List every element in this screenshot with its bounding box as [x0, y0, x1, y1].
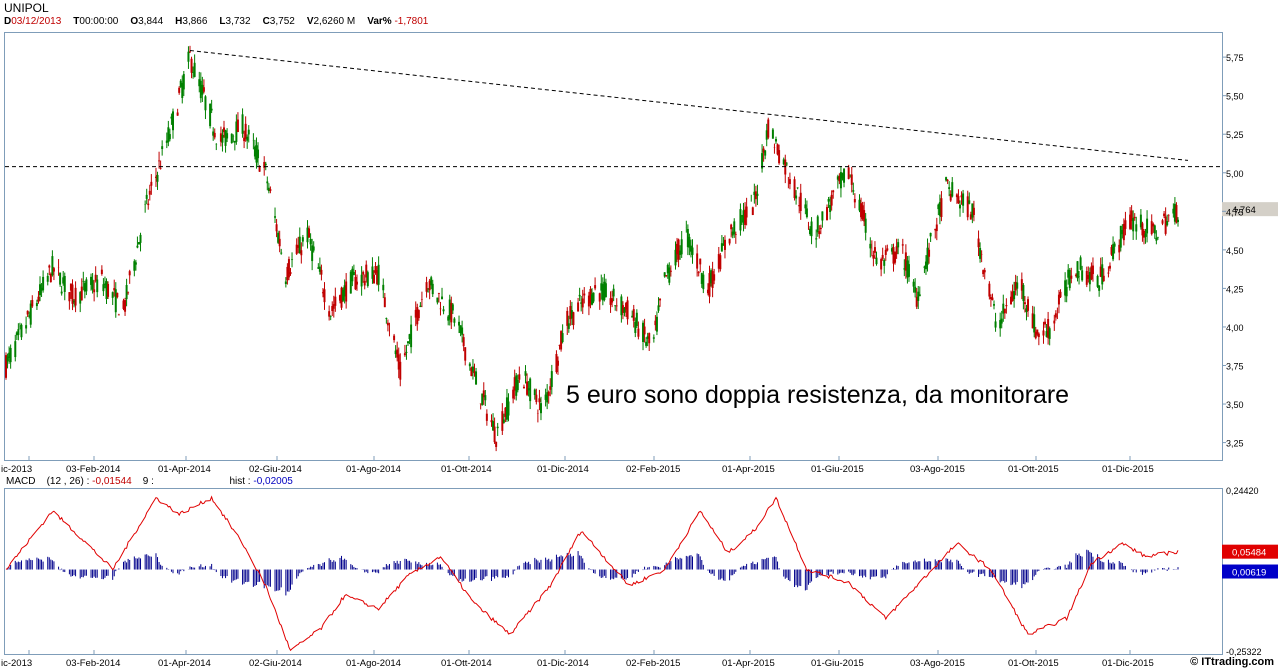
- last-price-badge: [1222, 202, 1278, 217]
- x-tick-label: 01-Ott-2014: [441, 464, 492, 475]
- x-tick-label: 03-Ago-2015: [910, 658, 965, 668]
- x-tick-label: 02-Giu-2014: [249, 464, 302, 475]
- x-tick-label: 01-Apr-2015: [722, 464, 775, 475]
- x-tick-label: 01-Dic-2014: [537, 658, 589, 668]
- chart-annotation: 5 euro sono doppia resistenza, da monito…: [566, 381, 1069, 409]
- macd-axis-top: 0,24420: [1226, 486, 1259, 496]
- x-tick-label: 03-Feb-2014: [66, 464, 120, 475]
- volume-readout: V2,6260 M: [306, 16, 356, 27]
- macd-value: -0,01544: [92, 476, 132, 487]
- price-panel: [4, 32, 1223, 461]
- macd-label: MACD: [6, 476, 36, 487]
- last-price-label: 4,764: [1232, 205, 1256, 216]
- macd-axis-bottom: -0,25322: [1226, 647, 1262, 657]
- x-tick-label: 01-Dic-2015: [1102, 464, 1154, 475]
- var-readout: Var% -1,7801: [367, 16, 429, 27]
- x-tick-label: ic-2013: [1, 464, 32, 475]
- x-tick-label: 01-Apr-2014: [158, 658, 211, 668]
- ohlc-readout: D03/12/2013 T00:00:00 O3,844 H3,866 L3,732 C3…: [4, 16, 440, 27]
- x-tick-label: 01-Dic-2015: [1102, 658, 1154, 668]
- y-tick-label: 3,75: [1226, 361, 1244, 371]
- macd-legend: MACD (12 , 26) : -0,01544 9 : hist : -0,…: [6, 476, 293, 487]
- date-readout: D03/12/2013: [4, 16, 62, 27]
- macd-blue-badge-label: 0,00619: [1232, 568, 1266, 579]
- x-tick-label: 01-Giu-2015: [811, 464, 864, 475]
- x-tick-label: 01-Ott-2014: [441, 658, 492, 668]
- x-tick-label: 02-Feb-2015: [626, 464, 680, 475]
- x-tick-label: 02-Giu-2014: [249, 658, 302, 668]
- x-tick-label: ic-2013: [1, 658, 32, 668]
- y-tick-label: 4,25: [1226, 284, 1244, 294]
- descending-trendline[interactable]: [189, 50, 1189, 161]
- macd-red-badge-label: 0,05484: [1232, 548, 1266, 559]
- y-tick-label: 4,75: [1226, 207, 1244, 217]
- open-readout: O3,844: [130, 16, 164, 27]
- macd-red-badge: [1222, 544, 1278, 559]
- high-readout: H3,866: [175, 16, 208, 27]
- x-tick-label: 01-Apr-2014: [158, 464, 211, 475]
- macd-signal-period: 9 :: [142, 476, 154, 487]
- y-tick-label: 5,00: [1226, 169, 1244, 179]
- x-tick-label: 01-Dic-2014: [537, 464, 589, 475]
- x-tick-label: 01-Ott-2015: [1008, 658, 1059, 668]
- x-tick-label: 03-Ago-2015: [910, 464, 965, 475]
- macd-line: [5, 495, 1179, 652]
- x-tick-label: 01-Apr-2015: [722, 658, 775, 668]
- low-readout: L3,732: [219, 16, 251, 27]
- chart-title: UNIPOL: [4, 1, 49, 15]
- x-tick-label: 02-Feb-2015: [626, 658, 680, 668]
- x-tick-label: 01-Ago-2014: [346, 464, 401, 475]
- x-tick-label: 03-Feb-2014: [66, 658, 120, 668]
- close-readout: C3,752: [262, 16, 295, 27]
- y-tick-label: 5,25: [1226, 130, 1244, 140]
- time-readout: T00:00:00: [73, 16, 119, 27]
- y-tick-label: 3,50: [1226, 400, 1244, 410]
- hist-value: -0,02005: [253, 476, 293, 487]
- y-tick-label: 5,50: [1226, 92, 1244, 102]
- macd-params: (12 , 26) :: [46, 476, 90, 487]
- x-tick-label: 01-Ago-2014: [346, 658, 401, 668]
- hist-label: hist :: [229, 476, 251, 487]
- x-tick-label: 01-Giu-2015: [811, 658, 864, 668]
- brand-watermark: © ITtrading.com: [1190, 656, 1274, 668]
- y-tick-label: 5,75: [1226, 53, 1244, 63]
- y-tick-label: 4,50: [1226, 246, 1244, 256]
- y-tick-label: 3,25: [1226, 439, 1244, 449]
- y-tick-label: 4,00: [1226, 323, 1244, 333]
- macd-blue-badge: [1222, 564, 1278, 579]
- x-tick-label: 01-Ott-2015: [1008, 464, 1059, 475]
